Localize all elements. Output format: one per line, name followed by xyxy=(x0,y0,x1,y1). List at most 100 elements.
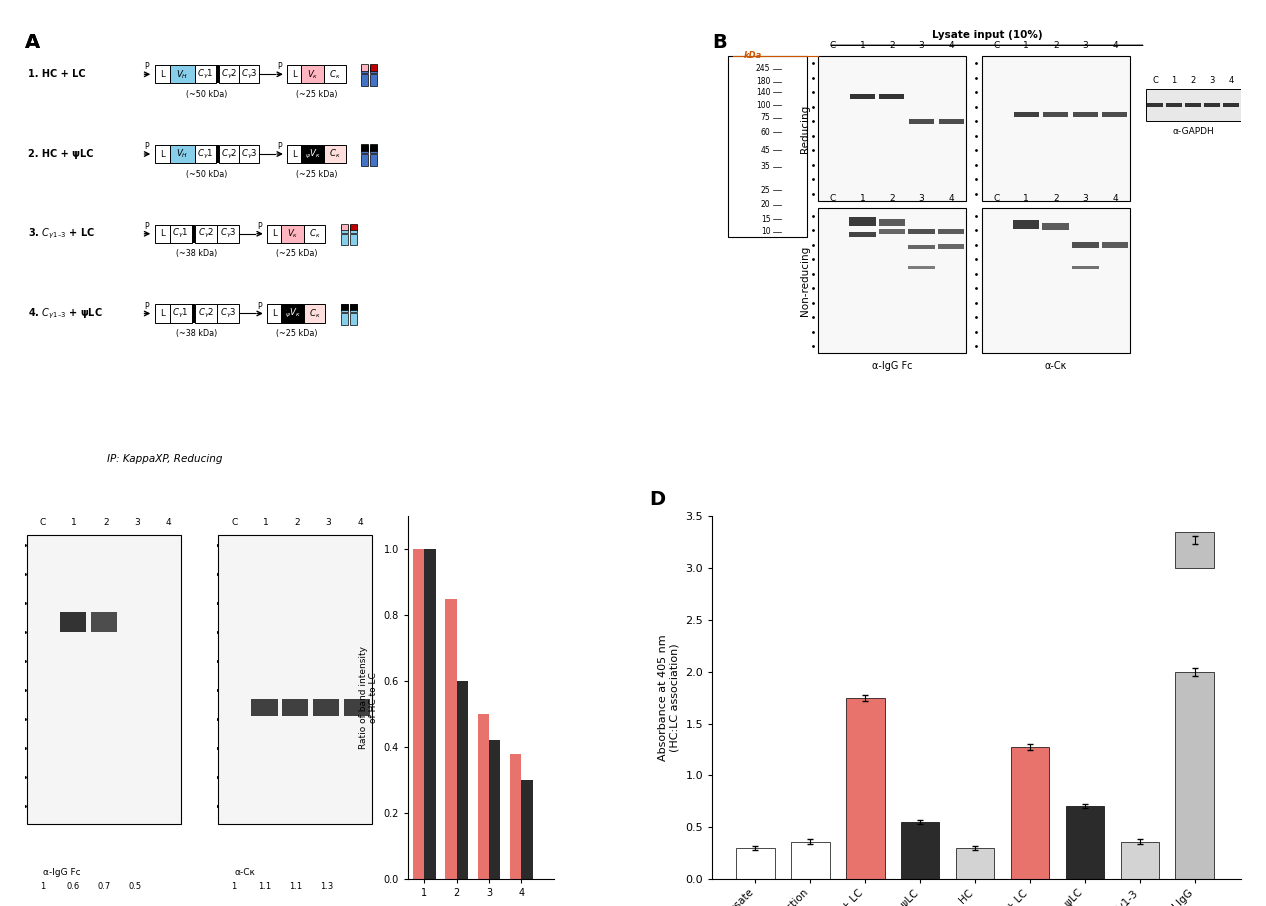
Bar xyxy=(849,217,876,226)
Text: $V_\kappa$: $V_\kappa$ xyxy=(308,68,319,81)
Bar xyxy=(239,145,260,163)
Bar xyxy=(1043,111,1069,117)
Bar xyxy=(195,65,216,83)
Text: C: C xyxy=(230,518,237,527)
Y-axis label: Ratio of band intensity
of HC to LC: Ratio of band intensity of HC to LC xyxy=(358,646,379,749)
Text: 3: 3 xyxy=(1209,76,1215,85)
Bar xyxy=(281,304,304,323)
Text: 4: 4 xyxy=(1112,194,1118,203)
Text: α-IgG Fc: α-IgG Fc xyxy=(43,868,81,877)
Text: $C_\kappa$: $C_\kappa$ xyxy=(329,68,341,81)
Text: 1. HC + LC: 1. HC + LC xyxy=(28,69,86,80)
Bar xyxy=(522,780,533,879)
Bar xyxy=(170,145,195,163)
Bar xyxy=(1010,747,1050,879)
Bar xyxy=(216,65,219,83)
Text: $C_\gamma1$: $C_\gamma1$ xyxy=(172,227,189,240)
Text: 2: 2 xyxy=(103,518,109,527)
Text: Non-reducing: Non-reducing xyxy=(800,246,810,316)
Bar xyxy=(1146,89,1241,121)
Bar xyxy=(287,65,301,83)
Bar xyxy=(1204,103,1220,107)
Text: α-GAPDH: α-GAPDH xyxy=(1172,127,1214,136)
Text: L: L xyxy=(160,70,165,79)
Text: 245: 245 xyxy=(756,64,771,73)
Text: kDa: kDa xyxy=(744,51,762,60)
Text: $C_\kappa$: $C_\kappa$ xyxy=(329,148,341,160)
Text: L: L xyxy=(292,149,296,159)
Bar xyxy=(908,228,934,235)
Text: 2: 2 xyxy=(1053,194,1058,203)
Text: 1: 1 xyxy=(860,194,865,203)
Text: (~25 kDa): (~25 kDa) xyxy=(296,169,337,178)
Text: 4: 4 xyxy=(948,41,953,50)
Text: (~38 kDa): (~38 kDa) xyxy=(176,329,218,338)
Text: $V_H$: $V_H$ xyxy=(176,68,189,81)
Text: α-Cκ: α-Cκ xyxy=(1044,361,1067,371)
Bar xyxy=(901,822,939,879)
Bar xyxy=(216,145,219,163)
Bar xyxy=(154,304,170,323)
Text: $C_\gamma2$: $C_\gamma2$ xyxy=(197,307,214,320)
Bar xyxy=(170,65,195,83)
Bar xyxy=(170,225,191,243)
Bar xyxy=(195,304,218,323)
Text: 1.3: 1.3 xyxy=(320,882,333,892)
Text: 4: 4 xyxy=(357,518,363,527)
Text: 60: 60 xyxy=(761,128,771,137)
Text: 0.7: 0.7 xyxy=(97,882,111,892)
Bar xyxy=(361,145,368,153)
Bar xyxy=(154,145,170,163)
Bar xyxy=(981,56,1129,201)
Bar xyxy=(446,599,457,879)
Bar xyxy=(342,313,348,325)
Text: 15: 15 xyxy=(761,215,771,224)
Text: 3: 3 xyxy=(919,194,924,203)
Text: 1: 1 xyxy=(41,882,46,892)
Bar xyxy=(349,313,357,325)
Text: 2: 2 xyxy=(889,41,895,50)
Bar xyxy=(908,245,934,249)
Text: $C_\kappa$: $C_\kappa$ xyxy=(309,227,320,240)
Text: 45: 45 xyxy=(761,146,771,155)
Text: 2: 2 xyxy=(294,518,300,527)
Bar xyxy=(413,549,424,879)
Text: C: C xyxy=(829,41,836,50)
Bar xyxy=(170,304,191,323)
Text: 0.5: 0.5 xyxy=(129,882,142,892)
Bar xyxy=(1013,220,1039,228)
Text: 2: 2 xyxy=(1053,41,1058,50)
Bar xyxy=(301,145,324,163)
Bar xyxy=(361,64,368,71)
Text: 1: 1 xyxy=(1023,194,1029,203)
Text: 1.1: 1.1 xyxy=(289,882,303,892)
Bar xyxy=(1120,842,1158,879)
Text: (~25 kDa): (~25 kDa) xyxy=(276,249,318,258)
Bar xyxy=(370,154,377,166)
Text: 4. $C_{\gamma1–3}$ + ψLC: 4. $C_{\gamma1–3}$ + ψLC xyxy=(28,306,103,321)
Text: 25: 25 xyxy=(761,186,771,195)
Text: $C_\gamma3$: $C_\gamma3$ xyxy=(220,307,237,320)
Text: α-IgG Fc: α-IgG Fc xyxy=(872,361,913,371)
Text: 0.6: 0.6 xyxy=(67,882,80,892)
Bar xyxy=(1223,103,1239,107)
Bar xyxy=(370,74,377,86)
Text: P: P xyxy=(144,142,148,151)
Bar xyxy=(1103,111,1127,117)
Bar xyxy=(195,145,216,163)
Bar xyxy=(1072,265,1099,269)
Bar xyxy=(1185,103,1201,107)
Text: 3. $C_{\gamma1–3}$ + LC: 3. $C_{\gamma1–3}$ + LC xyxy=(28,226,95,241)
Text: $C_\gamma2$: $C_\gamma2$ xyxy=(197,227,214,240)
Bar xyxy=(370,65,377,73)
Bar xyxy=(1166,103,1182,107)
Text: 100: 100 xyxy=(756,101,771,110)
Text: D: D xyxy=(649,490,665,509)
Text: 2: 2 xyxy=(1190,76,1196,85)
Bar xyxy=(342,304,348,313)
Bar xyxy=(1072,111,1098,117)
Bar xyxy=(349,304,357,313)
Text: P: P xyxy=(144,63,148,72)
Text: 3: 3 xyxy=(325,518,332,527)
Text: $C_\gamma2$: $C_\gamma2$ xyxy=(222,68,238,81)
